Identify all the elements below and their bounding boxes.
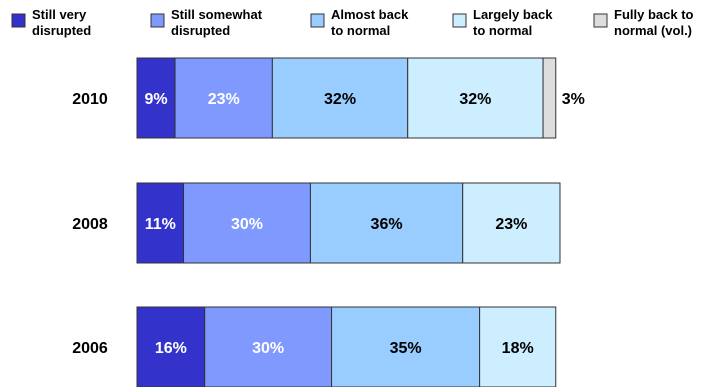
data-label-2006-series-3: 35% xyxy=(390,340,422,357)
data-label-2010-series-4: 32% xyxy=(459,91,491,108)
year-label-2008: 2008 xyxy=(72,216,108,233)
bar-2008-series-3 xyxy=(309,182,464,264)
legend-swatch-1 xyxy=(11,13,26,28)
bar-2008-series-2 xyxy=(183,182,311,264)
bar-2006-series-2 xyxy=(204,306,333,387)
legend-label-1: Still very disrupted xyxy=(32,7,91,38)
legend: Still very disrupted Still somewhat disrupt… xyxy=(11,7,694,38)
bar-2006-series-3 xyxy=(331,306,481,387)
legend-label-2: Still somewhat disrupted xyxy=(171,7,263,38)
legend-label-5: Fully back to normal (vol.) xyxy=(614,7,694,38)
data-label-2010-series-2: 23% xyxy=(208,91,240,108)
data-label-2006-series-1: 16% xyxy=(155,340,187,357)
legend-swatch-3 xyxy=(310,13,325,28)
bar-2006-series-1 xyxy=(136,306,206,387)
bar-2010-series-3 xyxy=(271,57,409,139)
bar-2006-series-4 xyxy=(479,306,557,387)
year-label-2006: 2006 xyxy=(72,340,108,357)
data-label-2008-series-2: 30% xyxy=(231,216,263,233)
data-label-2006-series-2: 30% xyxy=(252,340,284,357)
legend-swatch-4 xyxy=(452,13,467,28)
data-label-2010-series-3: 32% xyxy=(324,91,356,108)
bar-2010-series-4 xyxy=(407,57,544,139)
data-label-2008-series-3: 36% xyxy=(371,216,403,233)
data-label-2010-series-5: 3% xyxy=(562,91,585,108)
data-label-2010-series-1: 9% xyxy=(144,91,167,108)
legend-swatch-5 xyxy=(593,13,608,28)
bars: 2010 9% 23% 32% 32% 3% 2008 11% 30% 36% 23% 2006 16%… xyxy=(72,57,585,387)
legend-swatch-2 xyxy=(150,13,165,28)
data-label-2008-series-4: 23% xyxy=(495,216,527,233)
year-label-2010: 2010 xyxy=(72,91,108,108)
data-label-2006-series-4: 18% xyxy=(502,340,534,357)
legend-label-4: Largely back to normal xyxy=(473,7,553,38)
bar-2010-series-5 xyxy=(542,57,557,139)
bar-2010-series-1 xyxy=(136,57,176,139)
legend-label-3: Almost back to normal xyxy=(331,7,409,38)
bar-2008-series-1 xyxy=(136,182,185,264)
bar-2008-series-4 xyxy=(462,182,561,264)
data-label-2008-series-1: 11% xyxy=(145,216,176,233)
bar-2010-series-2 xyxy=(174,57,273,139)
